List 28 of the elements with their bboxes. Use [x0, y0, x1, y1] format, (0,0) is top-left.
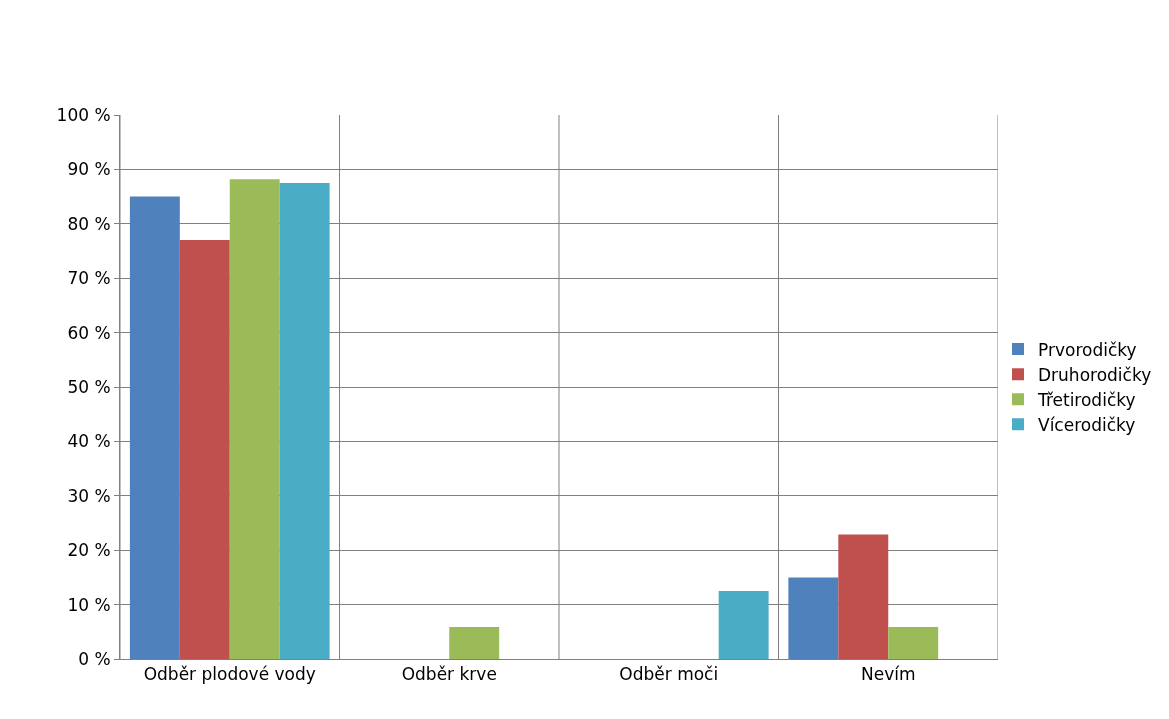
legend-label: Třetirodičky: [1037, 389, 1136, 410]
y-tick-label: 30 %: [67, 485, 111, 506]
bar: [838, 534, 889, 659]
bar: [718, 591, 769, 659]
legend-label: Vícerodičky: [1038, 414, 1136, 435]
y-tick-label: 100 %: [56, 104, 111, 125]
bar: [888, 626, 939, 659]
y-tick-label: 20 %: [67, 540, 111, 561]
x-tick-label: Odběr krve: [401, 664, 497, 685]
y-tick-label: 0 %: [78, 648, 111, 669]
y-tick-label: 90 %: [67, 159, 111, 180]
y-tick-label: 80 %: [67, 213, 111, 234]
legend-label: Druhorodičky: [1038, 364, 1152, 385]
x-tick-label: Nevím: [860, 664, 916, 685]
bar: [788, 577, 839, 659]
y-tick-label: 50 %: [67, 376, 111, 397]
bar: [279, 183, 330, 659]
bar: [129, 196, 180, 659]
bar: [179, 240, 230, 659]
y-tick-label: 70 %: [67, 268, 111, 289]
y-tick-label: 40 %: [67, 431, 111, 452]
y-tick-label: 10 %: [67, 594, 111, 615]
bar: [449, 626, 500, 659]
bar: [229, 179, 280, 659]
x-tick-label: Odběr moči: [619, 664, 719, 685]
legend-label: Prvorodičky: [1038, 339, 1137, 360]
x-tick-label: Odběr plodové vody: [143, 664, 316, 685]
y-tick-label: 60 %: [67, 322, 111, 343]
